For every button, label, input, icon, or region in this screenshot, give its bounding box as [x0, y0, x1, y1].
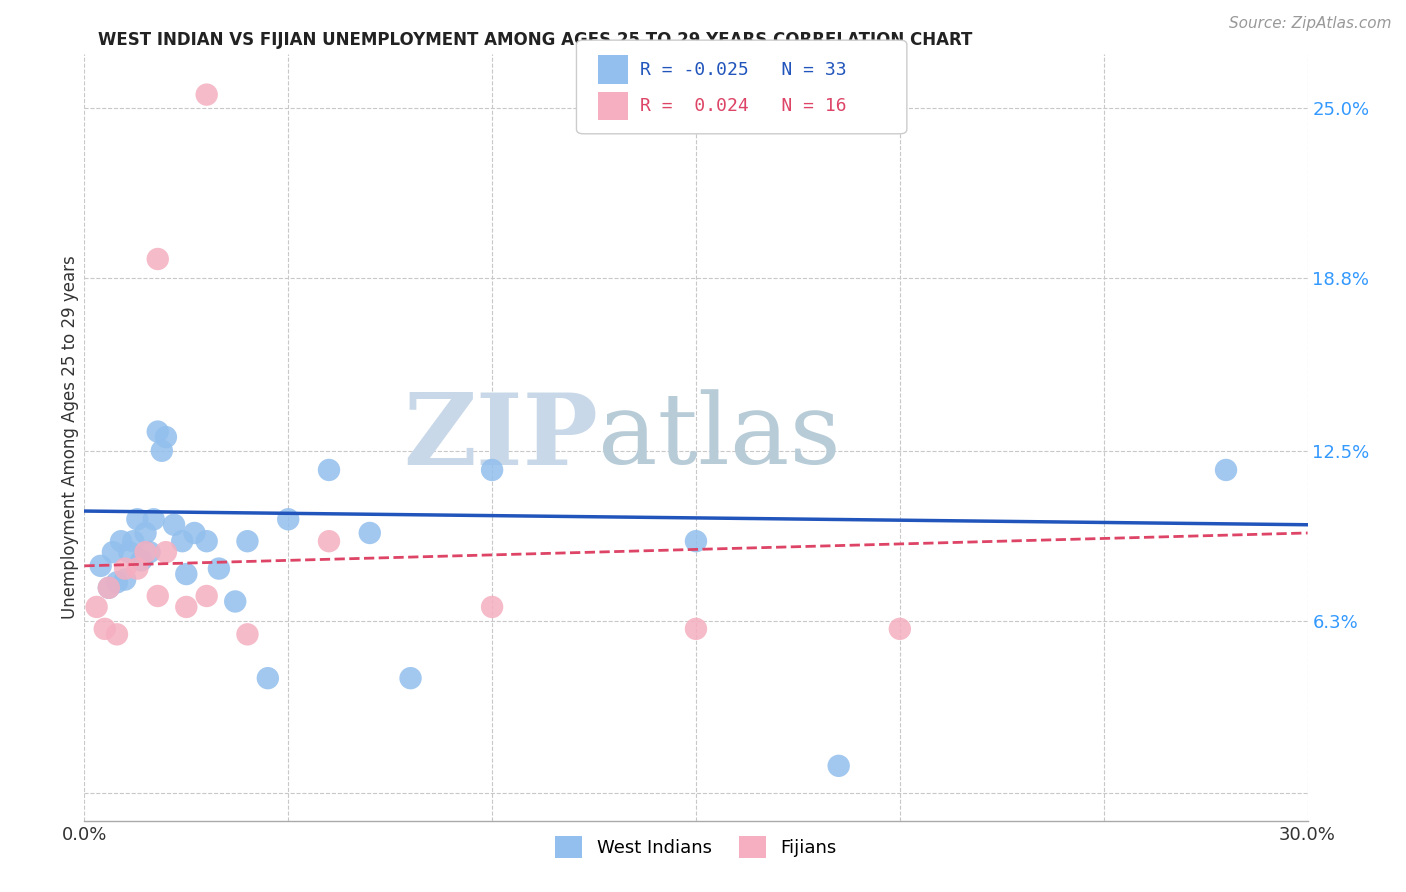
Point	[146, 252, 169, 266]
Point	[318, 463, 340, 477]
Point	[90, 558, 112, 573]
Point	[224, 594, 246, 608]
Point	[183, 526, 205, 541]
Point	[685, 622, 707, 636]
Point	[685, 534, 707, 549]
Point	[127, 512, 149, 526]
Y-axis label: Unemployment Among Ages 25 to 29 years: Unemployment Among Ages 25 to 29 years	[60, 255, 79, 619]
Point	[86, 599, 108, 614]
Point	[146, 589, 169, 603]
Point	[236, 627, 259, 641]
Point	[97, 581, 120, 595]
Text: atlas: atlas	[598, 389, 841, 485]
Point	[114, 573, 136, 587]
Point	[481, 599, 503, 614]
Point	[138, 545, 160, 559]
Point	[150, 443, 173, 458]
Point	[135, 526, 157, 541]
Point	[93, 622, 115, 636]
Point	[127, 561, 149, 575]
Point	[163, 517, 186, 532]
Point	[146, 425, 169, 439]
Point	[155, 545, 177, 559]
Point	[208, 561, 231, 575]
Text: Source: ZipAtlas.com: Source: ZipAtlas.com	[1229, 16, 1392, 31]
Point	[481, 463, 503, 477]
Point	[359, 526, 381, 541]
Legend: West Indians, Fijians: West Indians, Fijians	[548, 829, 844, 865]
Point	[114, 561, 136, 575]
Point	[110, 534, 132, 549]
Point	[122, 534, 145, 549]
Point	[318, 534, 340, 549]
Text: R = -0.025   N = 33: R = -0.025 N = 33	[640, 61, 846, 78]
Point	[195, 534, 218, 549]
Point	[131, 553, 153, 567]
Point	[828, 759, 851, 773]
Point	[142, 512, 165, 526]
Point	[277, 512, 299, 526]
Point	[1215, 463, 1237, 477]
Point	[105, 627, 128, 641]
Point	[105, 575, 128, 590]
Point	[101, 545, 124, 559]
Point	[174, 567, 197, 582]
Point	[118, 545, 141, 559]
Point	[155, 430, 177, 444]
Point	[172, 534, 194, 549]
Point	[236, 534, 259, 549]
Point	[174, 599, 197, 614]
Text: WEST INDIAN VS FIJIAN UNEMPLOYMENT AMONG AGES 25 TO 29 YEARS CORRELATION CHART: WEST INDIAN VS FIJIAN UNEMPLOYMENT AMONG…	[98, 31, 973, 49]
Point	[257, 671, 280, 685]
Point	[135, 545, 157, 559]
Text: ZIP: ZIP	[404, 389, 598, 485]
Point	[97, 581, 120, 595]
Point	[399, 671, 422, 685]
Text: R =  0.024   N = 16: R = 0.024 N = 16	[640, 97, 846, 115]
Point	[889, 622, 911, 636]
Point	[195, 87, 218, 102]
Point	[195, 589, 218, 603]
